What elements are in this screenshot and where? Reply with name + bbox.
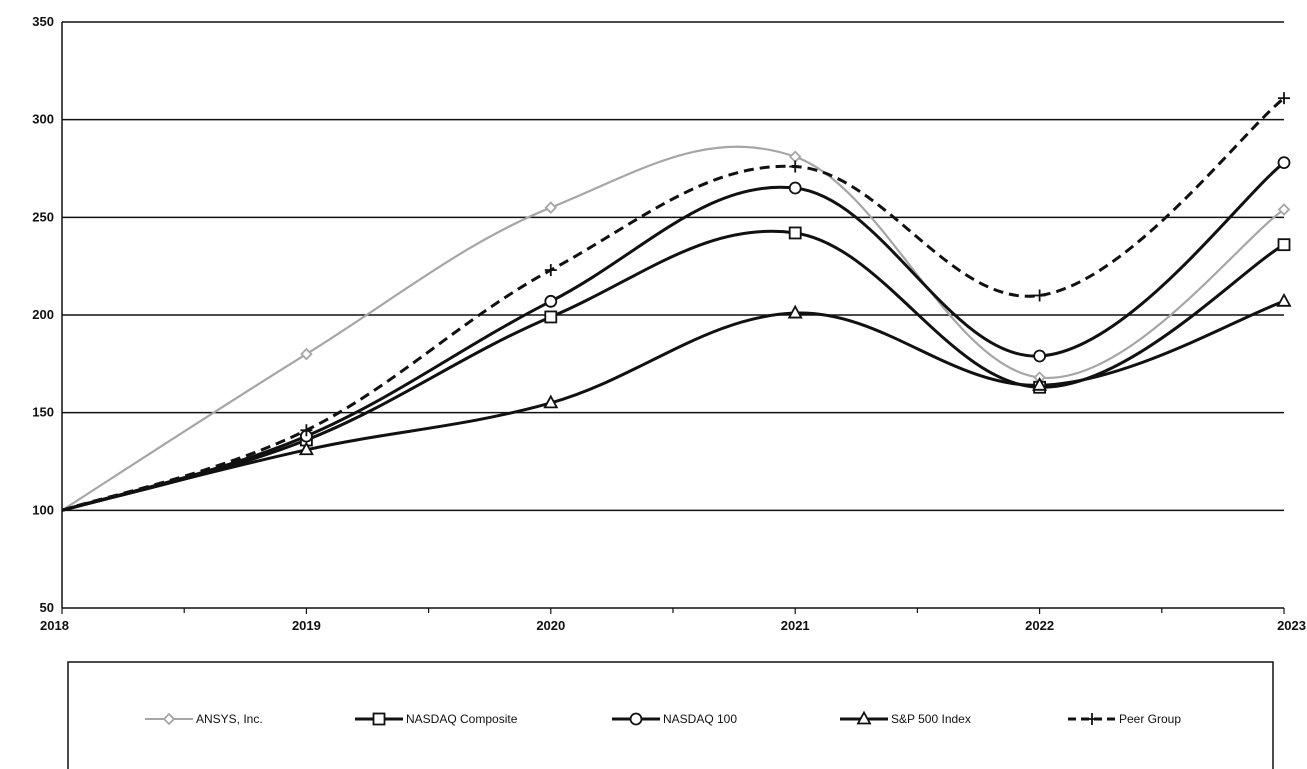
series-line-0: [61, 145, 1285, 512]
data-point-2-4: [1033, 349, 1046, 363]
data-point-1-5: [1277, 238, 1291, 252]
legend-label-0: ANSYS, Inc.: [196, 712, 263, 726]
data-point-4-3: [789, 160, 802, 173]
data-point-4-5: [1278, 92, 1290, 105]
y-tick-label: 300: [32, 112, 54, 127]
data-point-3-1: [298, 441, 314, 456]
series-line-2: [61, 161, 1285, 512]
series-lines: [61, 97, 1285, 512]
data-point-3-3: [787, 304, 803, 319]
legend-label-4: Peer Group: [1119, 712, 1181, 726]
legend-label-2: NASDAQ 100: [663, 712, 737, 726]
data-point-2-2: [544, 294, 558, 308]
legend-label-1: NASDAQ Composite: [406, 712, 518, 726]
x-tick-label: 2019: [292, 618, 321, 633]
data-point-0-1: [300, 347, 313, 361]
x-tick-label: 2023: [1277, 618, 1306, 633]
series-line-4: [61, 97, 1285, 512]
data-point-3-2: [543, 394, 559, 409]
series-line-1: [61, 229, 1285, 512]
y-tick-label: 350: [32, 14, 54, 29]
axes: 50 100 150 200 250 300 350 2018 2019 2020 2021 2022…: [32, 14, 1306, 633]
data-point-4-4: [1033, 289, 1046, 302]
legend-marker-1: [372, 712, 386, 726]
data-point-0-3: [788, 150, 802, 164]
legend-marker-2: [629, 712, 643, 726]
y-tick-label: 50: [40, 600, 54, 615]
gridlines: [62, 21, 1284, 512]
legend-box: [67, 661, 1274, 769]
series-line-3: [61, 299, 1285, 512]
data-point-0-2: [544, 201, 558, 214]
data-point-4-1: [300, 424, 313, 437]
data-point-1-2: [544, 310, 558, 324]
legend-marker-3: [856, 710, 872, 725]
data-point-0-5: [1277, 203, 1291, 216]
x-tick-label: 2022: [1025, 618, 1054, 633]
data-markers: [298, 92, 1292, 456]
data-point-3-4: [1032, 376, 1048, 391]
data-point-1-3: [788, 226, 802, 240]
x-tick-label: 2018: [40, 618, 69, 633]
data-point-3-5: [1276, 292, 1292, 307]
legend-marker-4: [1086, 713, 1098, 725]
legend-marker-0: [162, 712, 176, 726]
y-tick-label: 250: [32, 209, 54, 224]
data-point-4-2: [544, 264, 557, 277]
data-point-2-3: [788, 181, 802, 195]
y-tick-label: 100: [32, 502, 54, 517]
legend: ANSYS, Inc. NASDAQ Composite NASDAQ 100 S&P…: [67, 661, 1274, 769]
legend-label-3: S&P 500 Index: [891, 712, 971, 726]
x-tick-label: 2021: [781, 618, 810, 633]
x-tick-label: 2020: [536, 618, 565, 633]
data-point-2-5: [1277, 156, 1291, 170]
y-tick-label: 150: [32, 405, 54, 420]
y-tick-label: 200: [32, 307, 54, 322]
